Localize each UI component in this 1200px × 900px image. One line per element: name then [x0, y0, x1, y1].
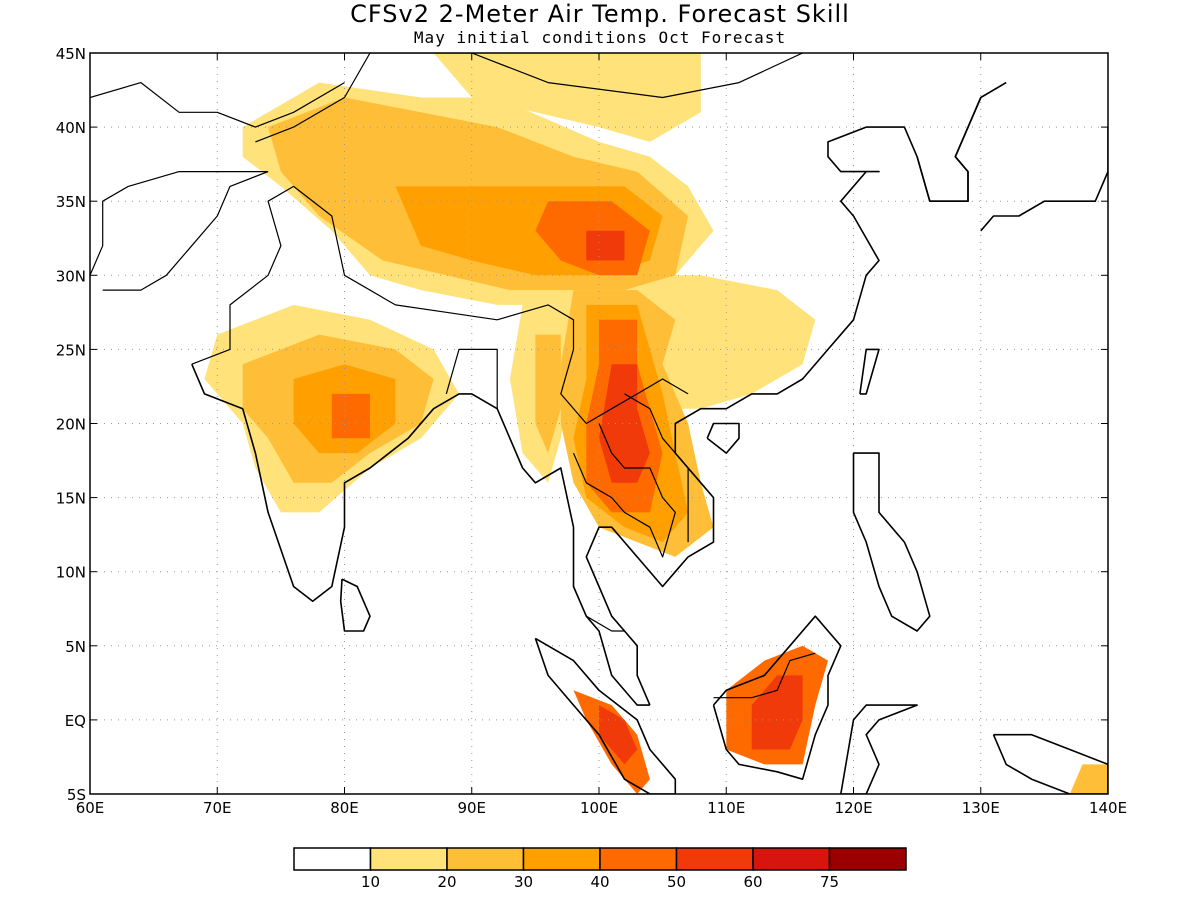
coastline-taiwan: [859, 348, 880, 395]
x-tick-label: 130E: [962, 799, 1000, 817]
x-tick-label: 90E: [457, 799, 486, 817]
x-tick-label: 70E: [203, 799, 232, 817]
x-tick-label: 120E: [834, 799, 872, 817]
y-tick-label: 35N: [56, 193, 86, 211]
y-tick-label: 15N: [56, 490, 86, 508]
border-afghanistan-iran: [90, 171, 269, 276]
skill-region-png-se: [1069, 764, 1108, 794]
x-tick-label: 140E: [1089, 799, 1127, 817]
border-afghanistan-pakistan: [102, 171, 269, 291]
border-pakistan-india: [191, 185, 294, 365]
colorbar-label: 75: [820, 873, 839, 891]
map-subtitle: May initial conditions Oct Forecast: [413, 28, 787, 47]
skill-region-tibet-china: [433, 53, 701, 142]
y-tick-label: 5S: [67, 786, 86, 804]
y-tick-label: 30N: [56, 267, 86, 285]
y-tick-label: 10N: [56, 564, 86, 582]
coastline-borneo: [712, 615, 842, 781]
border-indochina-internal: [572, 423, 676, 558]
coastline-sulawesi: [840, 704, 918, 794]
colorbar: 10 20 30 40 50 60 75: [293, 847, 907, 891]
coastline-new-guinea: [992, 733, 1108, 794]
y-tick-label: 40N: [56, 119, 86, 137]
colorbar-label: 10: [361, 873, 380, 891]
skill-region-tibet-peak: [586, 230, 625, 261]
colorbar-swatch: [522, 847, 601, 871]
border-thai-malay: [585, 615, 625, 632]
coastline-japan: [980, 125, 1108, 232]
y-tick-label: 20N: [56, 416, 86, 434]
x-tick-label: 60E: [76, 799, 105, 817]
coastline-philippines: [852, 452, 931, 632]
colorbar-label: 40: [590, 873, 609, 891]
coastline-sri-lanka: [339, 578, 371, 632]
y-tick-label: 5N: [65, 638, 86, 656]
coastline-korea: [916, 97, 982, 202]
y-tick-label: 45N: [56, 45, 86, 63]
y-axis-ticks: 45N 40N 35N 30N 25N 20N 15N 10N 5N EQ 5S: [56, 45, 1108, 804]
skill-region-india-core: [331, 393, 370, 439]
colorbar-swatch: [446, 847, 525, 871]
colorbar-swatch: [675, 847, 754, 871]
border-china-north: [255, 53, 804, 143]
x-axis-ticks: 60E 70E 80E 90E 100E 110E 120E 130E 140E: [76, 53, 1127, 817]
y-tick-label: EQ: [65, 712, 86, 730]
y-tick-label: 25N: [56, 341, 86, 359]
colorbar-label: 50: [667, 873, 686, 891]
map-title: CFSv2 2-Meter Air Temp. Forecast Skill: [350, 0, 850, 28]
colorbar-label: 60: [743, 873, 762, 891]
border-laos-vietnam: [624, 393, 689, 543]
colorbar-swatch: [599, 847, 678, 871]
border-central-asia: [90, 81, 345, 128]
coastline-layer: [90, 53, 1108, 794]
colorbar-swatch: [369, 847, 448, 871]
border-himalaya: [293, 185, 689, 425]
x-tick-label: 80E: [330, 799, 359, 817]
colorbar-swatch: [828, 847, 907, 871]
border-bangladesh: [445, 348, 498, 409]
border-malaysia-borneo: [713, 652, 816, 699]
x-tick-label: 100E: [580, 799, 618, 817]
colorbar-label: 20: [437, 873, 456, 891]
x-tick-label: 110E: [707, 799, 745, 817]
skill-region-myanmar-mid: [535, 334, 561, 454]
colorbar-swatch: [293, 847, 372, 871]
coastline-sumatra: [534, 637, 677, 794]
colorbar-swatch: [752, 847, 831, 871]
coastline-indochina-coast: [585, 81, 1007, 706]
coastline-hainan: [706, 422, 740, 454]
coastline-india-coast: [191, 363, 650, 706]
skill-fill-layer: [204, 53, 1108, 794]
colorbar-label: 30: [514, 873, 533, 891]
